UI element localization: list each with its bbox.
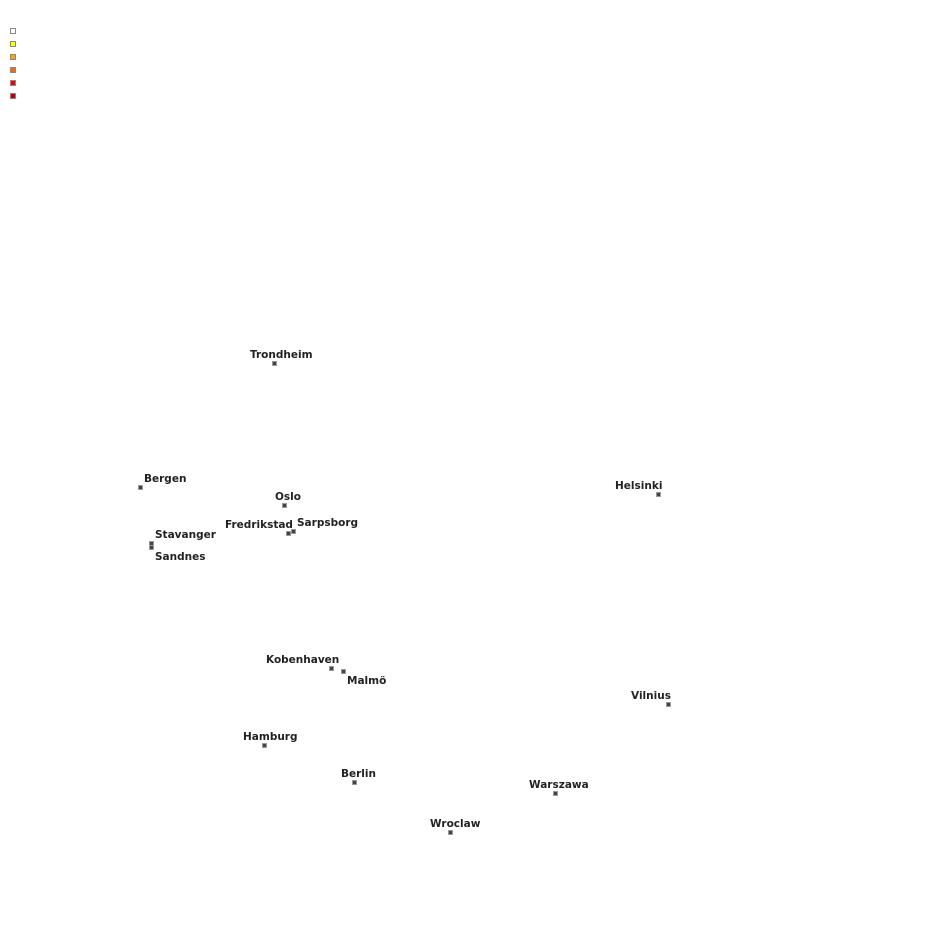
legend-swatch-6 <box>10 93 16 99</box>
city-marker-kobenhaven[interactable] <box>329 666 334 671</box>
city-marker-oslo[interactable] <box>282 503 287 508</box>
city-marker-vilnius[interactable] <box>666 702 671 707</box>
city-marker-bergen[interactable] <box>138 485 143 490</box>
city-marker-berlin[interactable] <box>352 780 357 785</box>
legend-swatch-3 <box>10 54 16 60</box>
city-marker-sandnes[interactable] <box>149 545 154 550</box>
city-marker-helsinki[interactable] <box>656 492 661 497</box>
city-marker-warszawa[interactable] <box>553 791 558 796</box>
city-label-hamburg: Hamburg <box>243 731 298 743</box>
city-marker-trondheim[interactable] <box>272 361 277 366</box>
city-label-fredrikstad: Fredrikstad <box>225 519 293 531</box>
city-marker-sarpsborg[interactable] <box>291 529 296 534</box>
legend-swatch-4 <box>10 67 16 73</box>
city-marker-hamburg[interactable] <box>262 743 267 748</box>
city-label-trondheim: Trondheim <box>250 349 313 361</box>
city-label-bergen: Bergen <box>144 473 187 485</box>
city-marker-wroclaw[interactable] <box>448 830 453 835</box>
city-label-sarpsborg: Sarpsborg <box>297 517 359 529</box>
city-marker-malmo[interactable] <box>341 669 346 674</box>
city-label-wroclaw: Wroclaw <box>430 818 481 830</box>
city-label-berlin: Berlin <box>341 768 376 780</box>
city-label-sandnes: Sandnes <box>155 551 206 563</box>
city-label-helsinki: Helsinki <box>615 480 663 492</box>
city-label-malmo: Malmö <box>347 675 387 687</box>
city-marker-fredrikstad[interactable] <box>286 531 291 536</box>
city-label-warszawa: Warszawa <box>529 779 589 791</box>
city-label-oslo: Oslo <box>275 491 301 503</box>
legend-swatch-2 <box>10 41 16 47</box>
legend-swatch-1 <box>10 28 16 34</box>
city-label-vilnius: Vilnius <box>631 690 671 702</box>
city-label-stavanger: Stavanger <box>155 529 216 541</box>
city-label-kobenhaven: Kobenhaven <box>266 654 340 666</box>
legend-swatch-5 <box>10 80 16 86</box>
